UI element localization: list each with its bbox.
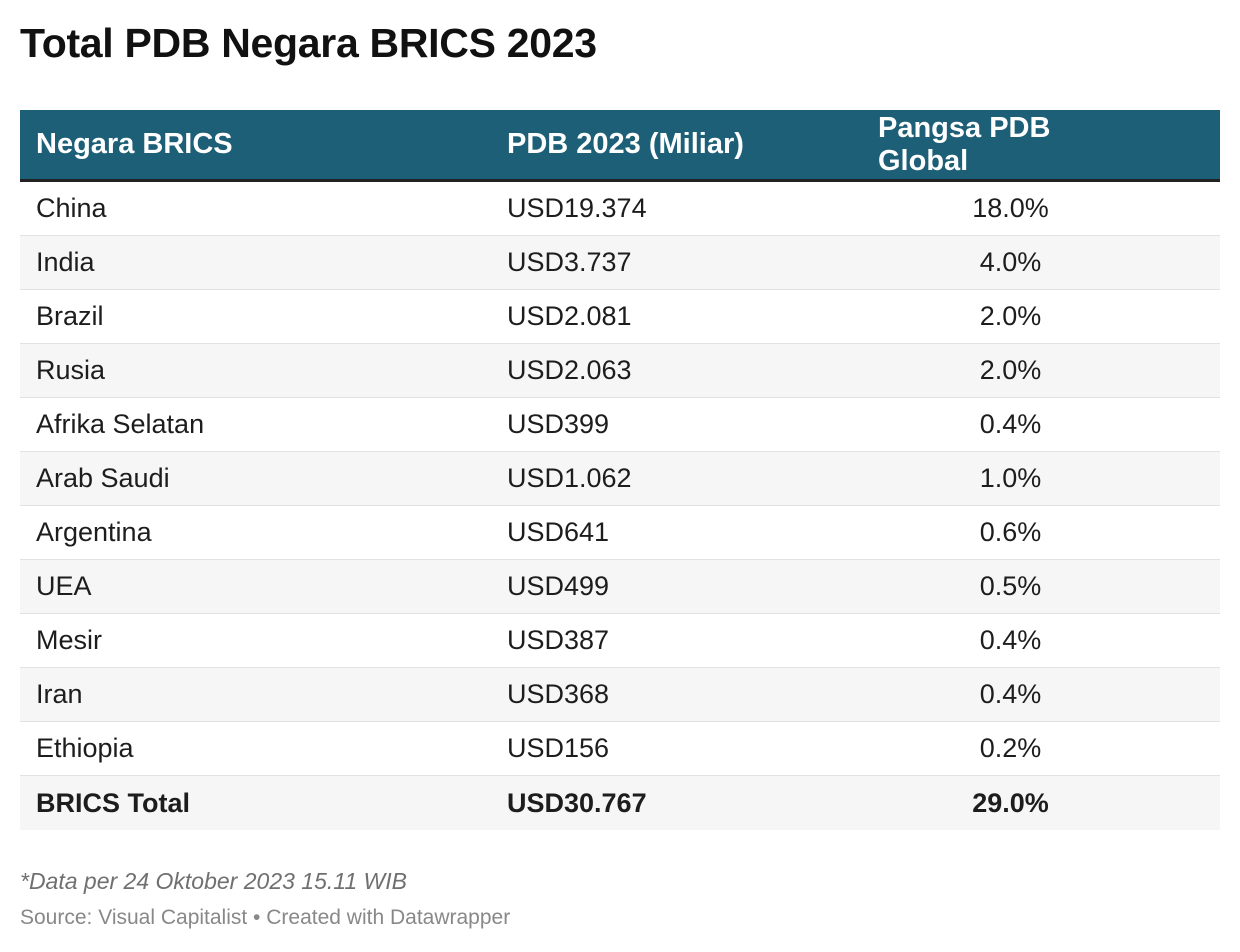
share-cell: 0.5% <box>979 571 1042 601</box>
gdp-cell: USD387 <box>507 625 610 655</box>
share-cell: 0.6% <box>979 517 1042 547</box>
total-gdp: USD30.767 <box>507 787 647 818</box>
country-cell: Arab Saudi <box>36 463 170 493</box>
table-total-row: BRICS Total USD30.767 29.0% <box>20 776 1220 830</box>
table-row: China USD19.374 18.0% <box>20 182 1220 236</box>
country-cell: Afrika Selatan <box>36 409 205 439</box>
country-cell: India <box>36 247 95 277</box>
table-row: Ethiopia USD156 0.2% <box>20 722 1220 776</box>
total-label: BRICS Total <box>36 787 190 818</box>
chart-title: Total PDB Negara BRICS 2023 <box>20 20 597 66</box>
country-cell: Brazil <box>36 301 104 331</box>
table-row: Iran USD368 0.4% <box>20 668 1220 722</box>
table-row: India USD3.737 4.0% <box>20 236 1220 290</box>
gdp-cell: USD19.374 <box>507 193 647 223</box>
country-cell: Iran <box>36 679 83 709</box>
share-cell: 0.2% <box>979 733 1042 763</box>
country-cell: Rusia <box>36 355 106 385</box>
share-cell: 2.0% <box>979 301 1042 331</box>
country-cell: Ethiopia <box>36 733 134 763</box>
table-body: China USD19.374 18.0% India USD3.737 4.0% Braz… <box>20 182 1220 776</box>
total-share: 29.0% <box>972 787 1049 818</box>
column-header-gdp: PDB 2023 (Miliar) <box>507 128 744 160</box>
gdp-cell: USD156 <box>507 733 610 763</box>
table-row: Brazil USD2.081 2.0% <box>20 290 1220 344</box>
table-header: Negara BRICS PDB 2023 (Miliar) Pangsa PD… <box>20 110 1220 182</box>
table-row: UEA USD499 0.5% <box>20 560 1220 614</box>
gdp-cell: USD641 <box>507 517 610 547</box>
share-cell: 2.0% <box>979 355 1042 385</box>
gdp-cell: USD399 <box>507 409 610 439</box>
gdp-cell: USD1.062 <box>507 463 632 493</box>
table-row: Afrika Selatan USD399 0.4% <box>20 398 1220 452</box>
gdp-cell: USD368 <box>507 679 610 709</box>
table-row: Argentina USD641 0.6% <box>20 506 1220 560</box>
gdp-cell: USD3.737 <box>507 247 632 277</box>
gdp-cell: USD499 <box>507 571 610 601</box>
share-cell: 0.4% <box>979 409 1042 439</box>
country-cell: China <box>36 193 107 223</box>
data-note: *Data per 24 Oktober 2023 15.11 WIB <box>20 868 407 894</box>
share-cell: 0.4% <box>979 679 1042 709</box>
table-row: Arab Saudi USD1.062 1.0% <box>20 452 1220 506</box>
column-header-share: Pangsa PDB Global <box>878 111 1051 177</box>
share-cell: 0.4% <box>979 625 1042 655</box>
source-credit: Source: Visual Capitalist • Created with… <box>20 906 511 929</box>
gdp-cell: USD2.081 <box>507 301 632 331</box>
table-row: Rusia USD2.063 2.0% <box>20 344 1220 398</box>
share-cell: 4.0% <box>979 247 1042 277</box>
country-cell: Mesir <box>36 625 102 655</box>
share-cell: 18.0% <box>972 193 1049 223</box>
gdp-table: Negara BRICS PDB 2023 (Miliar) Pangsa PD… <box>20 110 1220 830</box>
table-row: Mesir USD387 0.4% <box>20 614 1220 668</box>
country-cell: UEA <box>36 571 92 601</box>
gdp-cell: USD2.063 <box>507 355 632 385</box>
share-cell: 1.0% <box>979 463 1042 493</box>
column-header-country: Negara BRICS <box>36 128 233 160</box>
country-cell: Argentina <box>36 517 152 547</box>
